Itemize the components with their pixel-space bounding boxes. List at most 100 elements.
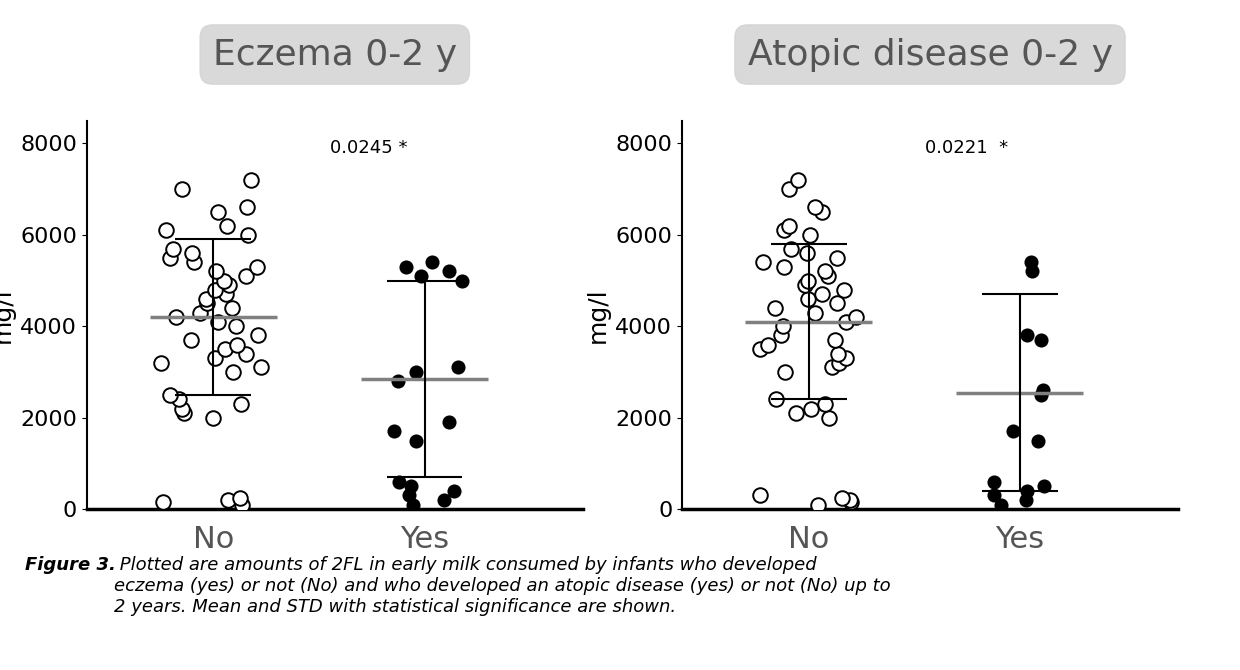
Point bbox=[1028, 436, 1048, 446]
Point bbox=[1021, 257, 1040, 268]
Text: Atopic disease 0-2 y: Atopic disease 0-2 y bbox=[748, 38, 1112, 72]
Point bbox=[1017, 330, 1037, 341]
Point bbox=[439, 417, 459, 427]
Point bbox=[1016, 494, 1035, 505]
Point bbox=[787, 175, 807, 186]
Point bbox=[444, 486, 464, 496]
Point bbox=[434, 494, 454, 505]
Point bbox=[226, 321, 246, 332]
Y-axis label: mg/l: mg/l bbox=[0, 287, 15, 343]
Point bbox=[801, 403, 821, 414]
Point bbox=[182, 248, 202, 259]
Point bbox=[822, 362, 842, 373]
Point bbox=[765, 303, 785, 314]
Point bbox=[237, 348, 257, 359]
Point bbox=[405, 366, 425, 377]
Point bbox=[983, 476, 1003, 487]
Point bbox=[766, 394, 786, 405]
Point bbox=[223, 366, 243, 377]
Point bbox=[827, 253, 847, 263]
Point bbox=[216, 344, 236, 354]
Point bbox=[795, 280, 815, 291]
Point bbox=[185, 257, 205, 268]
Point bbox=[781, 243, 801, 254]
Point bbox=[1017, 486, 1037, 496]
Point bbox=[774, 261, 794, 272]
Point bbox=[439, 266, 459, 277]
Point bbox=[206, 266, 226, 277]
Point bbox=[205, 353, 224, 364]
Point bbox=[197, 298, 217, 309]
Point bbox=[812, 289, 832, 299]
Point bbox=[827, 298, 847, 309]
Point bbox=[1003, 426, 1023, 437]
Point bbox=[156, 225, 176, 236]
Point bbox=[750, 344, 770, 354]
Point bbox=[750, 490, 770, 501]
Point bbox=[247, 261, 267, 272]
Point bbox=[252, 362, 272, 373]
Text: Figure 3.: Figure 3. bbox=[25, 556, 115, 574]
Point bbox=[215, 275, 234, 286]
Point bbox=[775, 366, 795, 377]
Point bbox=[172, 184, 192, 194]
Point bbox=[1032, 335, 1052, 346]
Point bbox=[181, 335, 201, 346]
Point bbox=[396, 261, 415, 272]
Point bbox=[216, 289, 236, 299]
Point bbox=[197, 293, 217, 304]
Point bbox=[774, 225, 794, 236]
Point bbox=[818, 413, 838, 423]
Point bbox=[817, 271, 837, 281]
Point bbox=[759, 339, 779, 350]
Point bbox=[237, 202, 257, 213]
Point bbox=[1030, 389, 1050, 400]
Point bbox=[229, 492, 249, 503]
Point bbox=[412, 271, 432, 281]
Point bbox=[169, 394, 188, 405]
Point bbox=[799, 275, 818, 286]
Point bbox=[985, 490, 1004, 501]
Point bbox=[451, 275, 471, 286]
Point bbox=[835, 284, 854, 295]
Point bbox=[248, 330, 268, 341]
Point bbox=[222, 303, 242, 314]
Point bbox=[837, 316, 857, 327]
Point bbox=[828, 358, 848, 369]
Point bbox=[402, 481, 422, 492]
Point bbox=[238, 230, 258, 241]
Point bbox=[780, 184, 800, 194]
Point bbox=[449, 362, 469, 373]
Text: 0.0221  *: 0.0221 * bbox=[925, 139, 1008, 157]
Point bbox=[205, 284, 224, 295]
Point bbox=[805, 202, 825, 213]
Point bbox=[805, 308, 825, 318]
Point bbox=[203, 413, 223, 423]
Text: Eczema 0-2 y: Eczema 0-2 y bbox=[213, 38, 456, 72]
Point bbox=[208, 206, 228, 217]
Point bbox=[236, 271, 255, 281]
Point bbox=[815, 266, 835, 277]
Point bbox=[403, 499, 423, 510]
Point bbox=[190, 308, 210, 318]
Point bbox=[779, 220, 799, 231]
Point bbox=[771, 330, 791, 341]
Point bbox=[753, 257, 773, 268]
Point bbox=[797, 248, 817, 259]
Point bbox=[218, 494, 238, 505]
Point bbox=[1022, 266, 1042, 277]
Point bbox=[241, 175, 260, 186]
Point bbox=[828, 348, 848, 359]
Point bbox=[232, 499, 252, 510]
Point bbox=[832, 492, 852, 503]
Point bbox=[217, 220, 237, 231]
Point bbox=[227, 339, 247, 350]
Point bbox=[383, 426, 403, 437]
Point bbox=[808, 499, 828, 510]
Text: 0.0245 *: 0.0245 * bbox=[330, 139, 407, 157]
Point bbox=[389, 476, 409, 487]
Point bbox=[175, 408, 195, 419]
Point bbox=[816, 399, 836, 409]
Point bbox=[162, 243, 182, 254]
Point bbox=[786, 408, 806, 419]
